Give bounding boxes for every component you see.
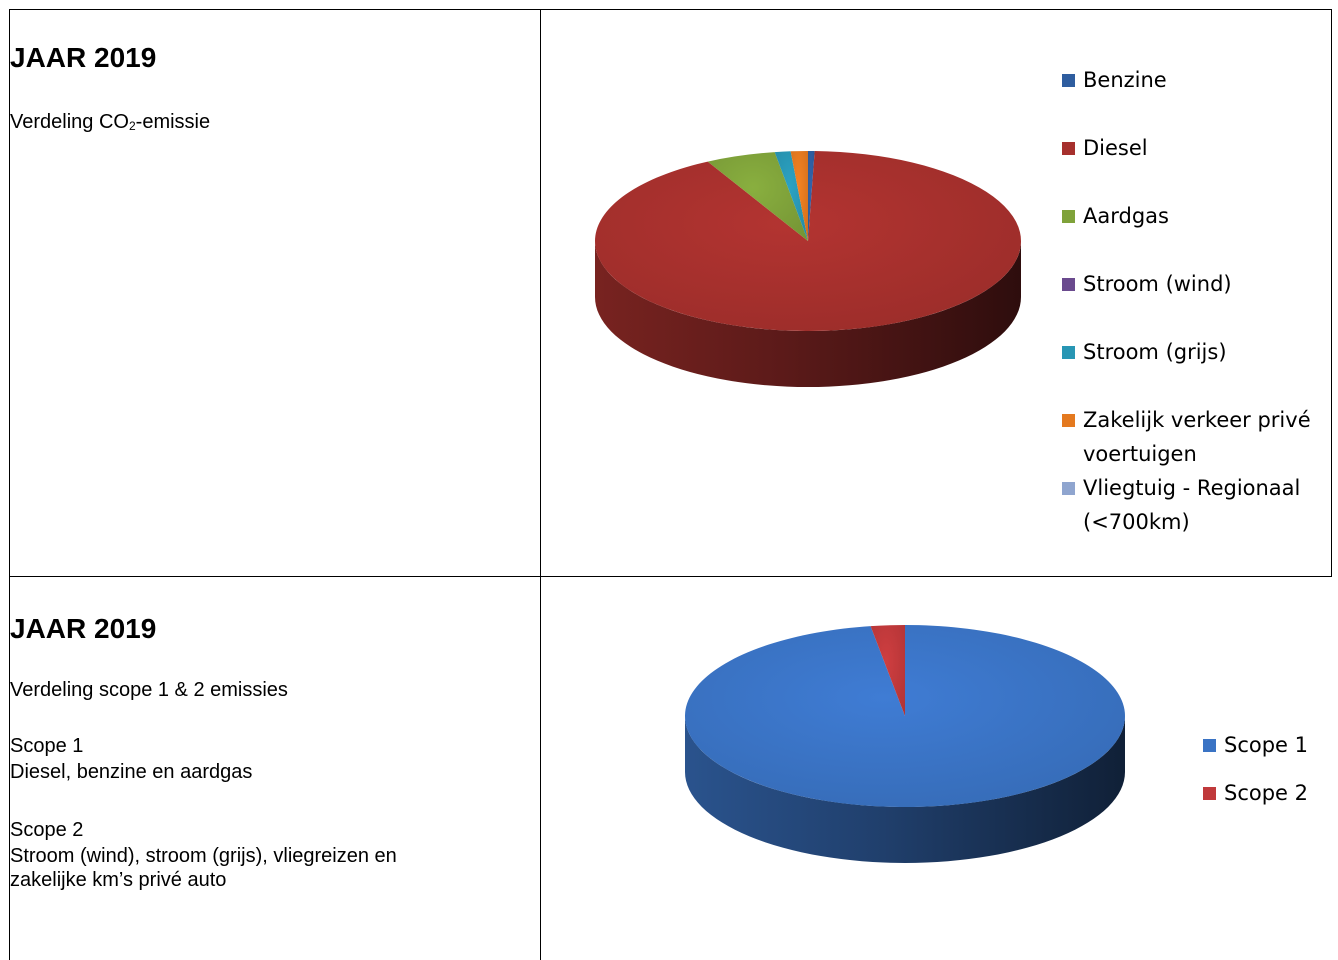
scope-legend-swatch bbox=[1203, 787, 1216, 800]
co2-legend-swatch bbox=[1062, 142, 1075, 155]
scope2-description-line1: Stroom (wind), stroom (grijs), vliegreiz… bbox=[10, 845, 397, 867]
scope-legend-swatch bbox=[1203, 739, 1216, 752]
subtitle-prefix: Verdeling CO bbox=[10, 111, 129, 133]
scope-side-scope-1 bbox=[685, 716, 1125, 863]
scope2-description-line2: zakelijke km’s privé auto bbox=[10, 869, 227, 891]
scope-legend: Scope 1 Scope 2 bbox=[1203, 728, 1333, 818]
scope1-heading: Scope 1 bbox=[10, 735, 84, 757]
co2-slice-stroom-grijs bbox=[774, 151, 808, 241]
co2-legend-swatch bbox=[1062, 414, 1075, 427]
border-middle bbox=[540, 9, 541, 960]
scope-legend-label: Scope 1 bbox=[1224, 733, 1309, 757]
border-top bbox=[9, 9, 1332, 10]
co2-legend-label: Diesel bbox=[1083, 136, 1148, 160]
border-row-divider bbox=[9, 576, 1332, 577]
co2-legend-swatch bbox=[1062, 74, 1075, 87]
co2-legend-swatch bbox=[1062, 210, 1075, 223]
border-right bbox=[1331, 9, 1332, 576]
co2-slice-aardgas bbox=[707, 152, 808, 241]
co2-legend: Benzine Diesel Aardgas Stroom (wind) Stroom … bbox=[1062, 63, 1332, 553]
co2-legend-label: Benzine bbox=[1083, 68, 1167, 92]
co2-legend-swatch bbox=[1062, 482, 1075, 495]
co2-slice-diesel bbox=[595, 151, 1021, 331]
co2-slice-benzine bbox=[808, 151, 815, 241]
co2-legend-label: Zakelijk verkeer privé voertuigen bbox=[1083, 408, 1311, 466]
section2-subtitle: Verdeling scope 1 & 2 emissies bbox=[10, 679, 288, 701]
section1-subtitle: Verdeling CO2-emissie bbox=[10, 110, 210, 138]
co2-legend-swatch bbox=[1062, 278, 1075, 291]
subtitle-subscript: 2 bbox=[128, 119, 136, 133]
scope-pie-chart bbox=[684, 625, 1125, 863]
scope1-description: Diesel, benzine en aardgas bbox=[10, 761, 253, 783]
scope-legend-label: Scope 2 bbox=[1224, 781, 1309, 805]
section1-title: JAAR 2019 bbox=[10, 42, 157, 73]
section2-title: JAAR 2019 bbox=[10, 613, 157, 644]
scope2-heading: Scope 2 bbox=[10, 819, 84, 841]
co2-slice-zakelijk-verkeer-priv-voertuigen bbox=[790, 151, 808, 241]
border-left bbox=[9, 9, 10, 960]
co2-legend-label: Aardgas bbox=[1083, 204, 1169, 228]
co2-legend-label: Stroom (grijs) bbox=[1083, 340, 1227, 364]
co2-legend-swatch bbox=[1062, 346, 1075, 359]
co2-pie-chart bbox=[595, 151, 1021, 387]
scope-slice-scope-2 bbox=[870, 625, 905, 716]
subtitle-suffix: -emissie bbox=[135, 111, 211, 133]
scope-slice-scope-1 bbox=[684, 625, 1125, 807]
co2-legend-label: Stroom (wind) bbox=[1083, 272, 1232, 296]
co2-side-diesel bbox=[595, 241, 1021, 387]
co2-legend-label: Vliegtuig - Regionaal (<700km) bbox=[1083, 476, 1301, 534]
